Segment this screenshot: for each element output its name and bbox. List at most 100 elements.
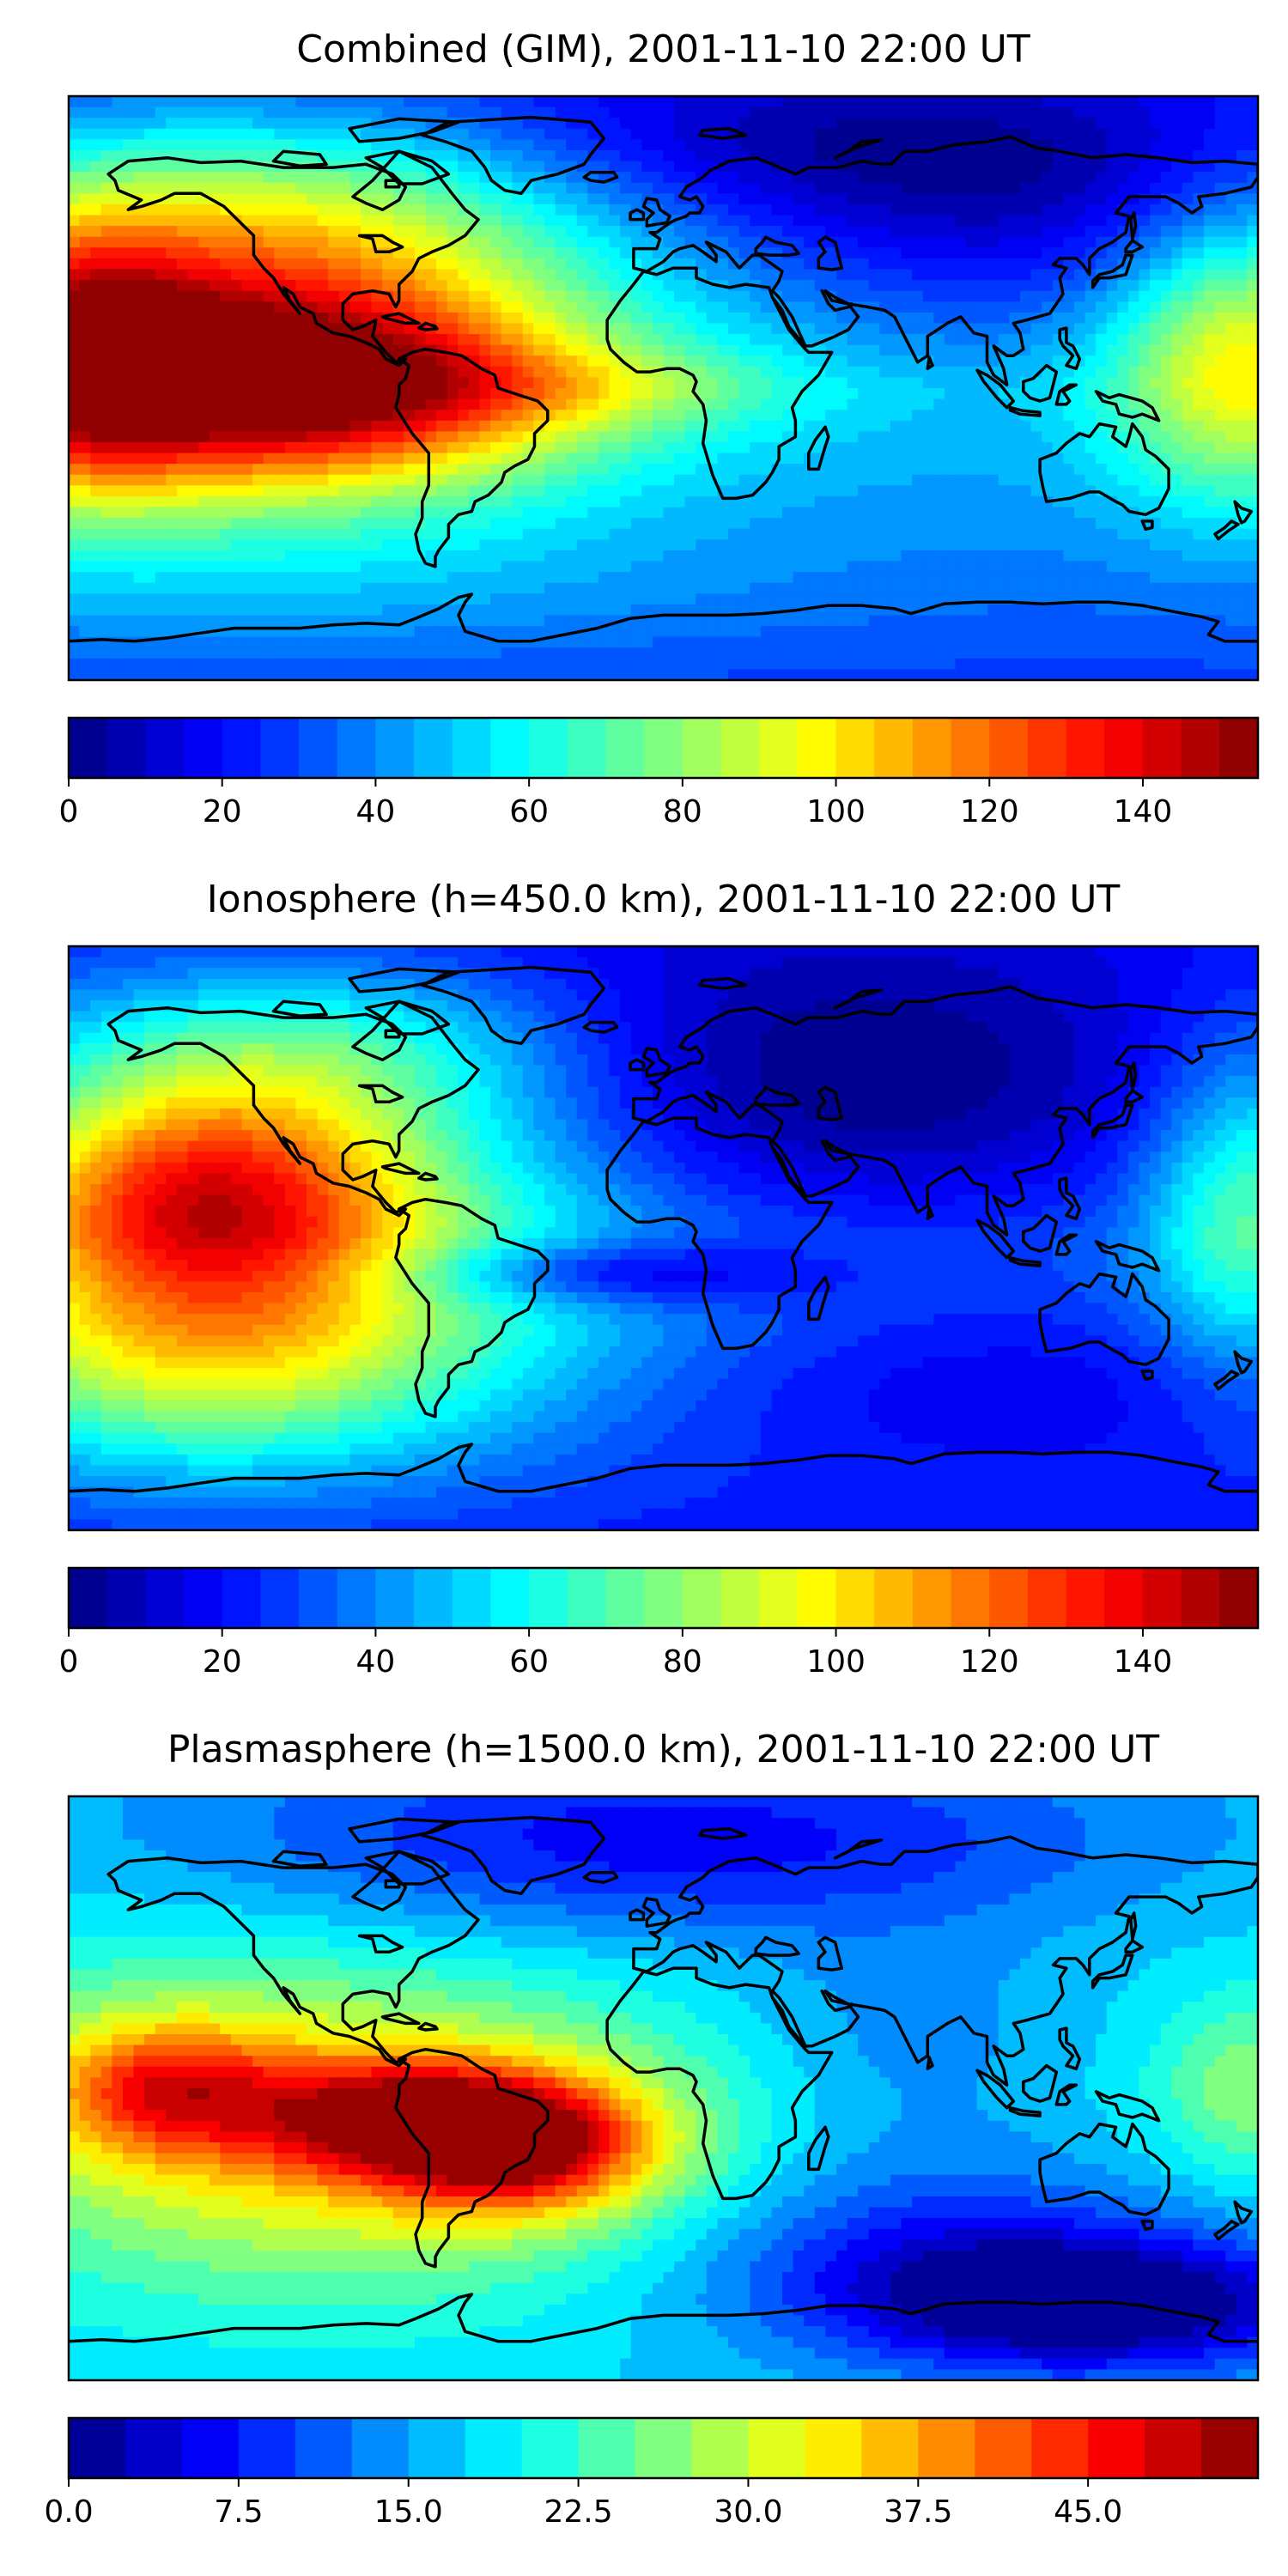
heatmap-cell (933, 118, 945, 130)
heatmap-cell (663, 528, 675, 540)
heatmap-cell (793, 495, 805, 508)
heatmap-cell (414, 204, 427, 216)
heatmap-cell (317, 301, 329, 313)
heatmap-cell (598, 453, 611, 465)
heatmap-cell (620, 528, 632, 540)
heatmap-cell (1139, 453, 1151, 465)
heatmap-cell (1247, 495, 1258, 508)
heatmap-cell (566, 247, 578, 259)
heatmap-cell (274, 118, 286, 130)
heatmap-cell (706, 226, 719, 238)
heatmap-cell (1020, 398, 1032, 410)
heatmap-cell (284, 561, 297, 573)
heatmap-cell (209, 495, 221, 508)
heatmap-cell (1236, 193, 1249, 205)
heatmap-cell (252, 561, 264, 573)
heatmap-cell (641, 420, 653, 433)
heatmap-cell (458, 377, 470, 389)
heatmap-cell (1171, 572, 1183, 584)
heatmap-cell (901, 226, 913, 238)
heatmap-cell (295, 204, 307, 216)
heatmap-cell (966, 441, 978, 454)
heatmap-cell (1236, 149, 1249, 162)
heatmap-cell (1106, 539, 1119, 551)
heatmap-cell (112, 431, 124, 443)
heatmap-cell (1150, 334, 1162, 346)
heatmap-cell (90, 139, 102, 151)
heatmap-cell (263, 236, 275, 248)
heatmap-cell (1160, 161, 1172, 173)
heatmap-cell (620, 366, 632, 379)
heatmap-cell (576, 518, 589, 530)
heatmap-cell (868, 528, 881, 540)
heatmap-cell (166, 323, 178, 335)
heatmap-cell (317, 344, 329, 356)
heatmap-cell (760, 366, 773, 379)
heatmap-cell (436, 507, 448, 519)
heatmap-cell (220, 474, 232, 487)
heatmap-cell (198, 550, 210, 562)
heatmap-cell (371, 355, 383, 368)
heatmap-cell (1150, 139, 1162, 151)
heatmap-cell (1073, 518, 1086, 530)
heatmap-cell (468, 161, 481, 173)
heatmap-cell (1106, 301, 1119, 313)
heatmap-cell (566, 344, 578, 356)
heatmap-cell (566, 258, 578, 270)
heatmap-cell (1204, 366, 1216, 379)
heatmap-cell (522, 236, 535, 248)
heatmap-cell (69, 182, 81, 195)
heatmap-cell (349, 312, 361, 325)
heatmap-cell (436, 355, 448, 368)
heatmap-cell (684, 344, 696, 356)
heatmap-cell (555, 106, 567, 118)
heatmap-cell (944, 398, 957, 410)
heatmap-cell (868, 118, 881, 130)
heatmap-cell (1106, 118, 1119, 130)
heatmap-cell (155, 572, 167, 584)
heatmap-cell (79, 528, 91, 540)
heatmap-cell (436, 290, 448, 302)
heatmap-cell (144, 388, 156, 400)
heatmap-cell (458, 161, 470, 173)
heatmap-cell (609, 474, 621, 487)
heatmap-cell (144, 301, 156, 313)
heatmap-cell (1030, 290, 1042, 302)
heatmap-cell (284, 410, 297, 422)
heatmap-cell (360, 398, 373, 410)
heatmap-cell (436, 582, 448, 594)
heatmap-cell (1030, 495, 1042, 508)
heatmap-cell (1160, 507, 1172, 519)
heatmap-cell (825, 550, 837, 562)
heatmap-cell (338, 507, 351, 519)
heatmap-cell (338, 182, 351, 195)
heatmap-cell (706, 334, 719, 346)
heatmap-cell (804, 204, 816, 216)
heatmap-cell (69, 582, 81, 594)
heatmap-cell (1214, 344, 1226, 356)
heatmap-cell (1182, 366, 1194, 379)
heatmap-cell (684, 485, 696, 497)
heatmap-cell (933, 495, 945, 508)
heatmap-cell (944, 431, 957, 443)
heatmap-cell (1073, 398, 1086, 410)
heatmap-cell (652, 528, 665, 540)
heatmap-cell (804, 355, 816, 368)
heatmap-cell (1182, 572, 1194, 584)
heatmap-cell (112, 344, 124, 356)
heatmap-cell (609, 182, 621, 195)
heatmap-cell (501, 344, 513, 356)
heatmap-cell (620, 96, 632, 108)
heatmap-cell (263, 118, 275, 130)
heatmap-cell (998, 441, 1011, 454)
heatmap-cell (241, 388, 253, 400)
heatmap-cell (663, 96, 675, 108)
heatmap-cell (847, 236, 859, 248)
heatmap-cell (1204, 441, 1216, 454)
heatmap-cell (912, 161, 924, 173)
heatmap-cell (1160, 420, 1172, 433)
heatmap-cell (901, 518, 913, 530)
heatmap-cell (1084, 398, 1097, 410)
heatmap-cell (706, 106, 719, 118)
heatmap-cell (598, 366, 611, 379)
